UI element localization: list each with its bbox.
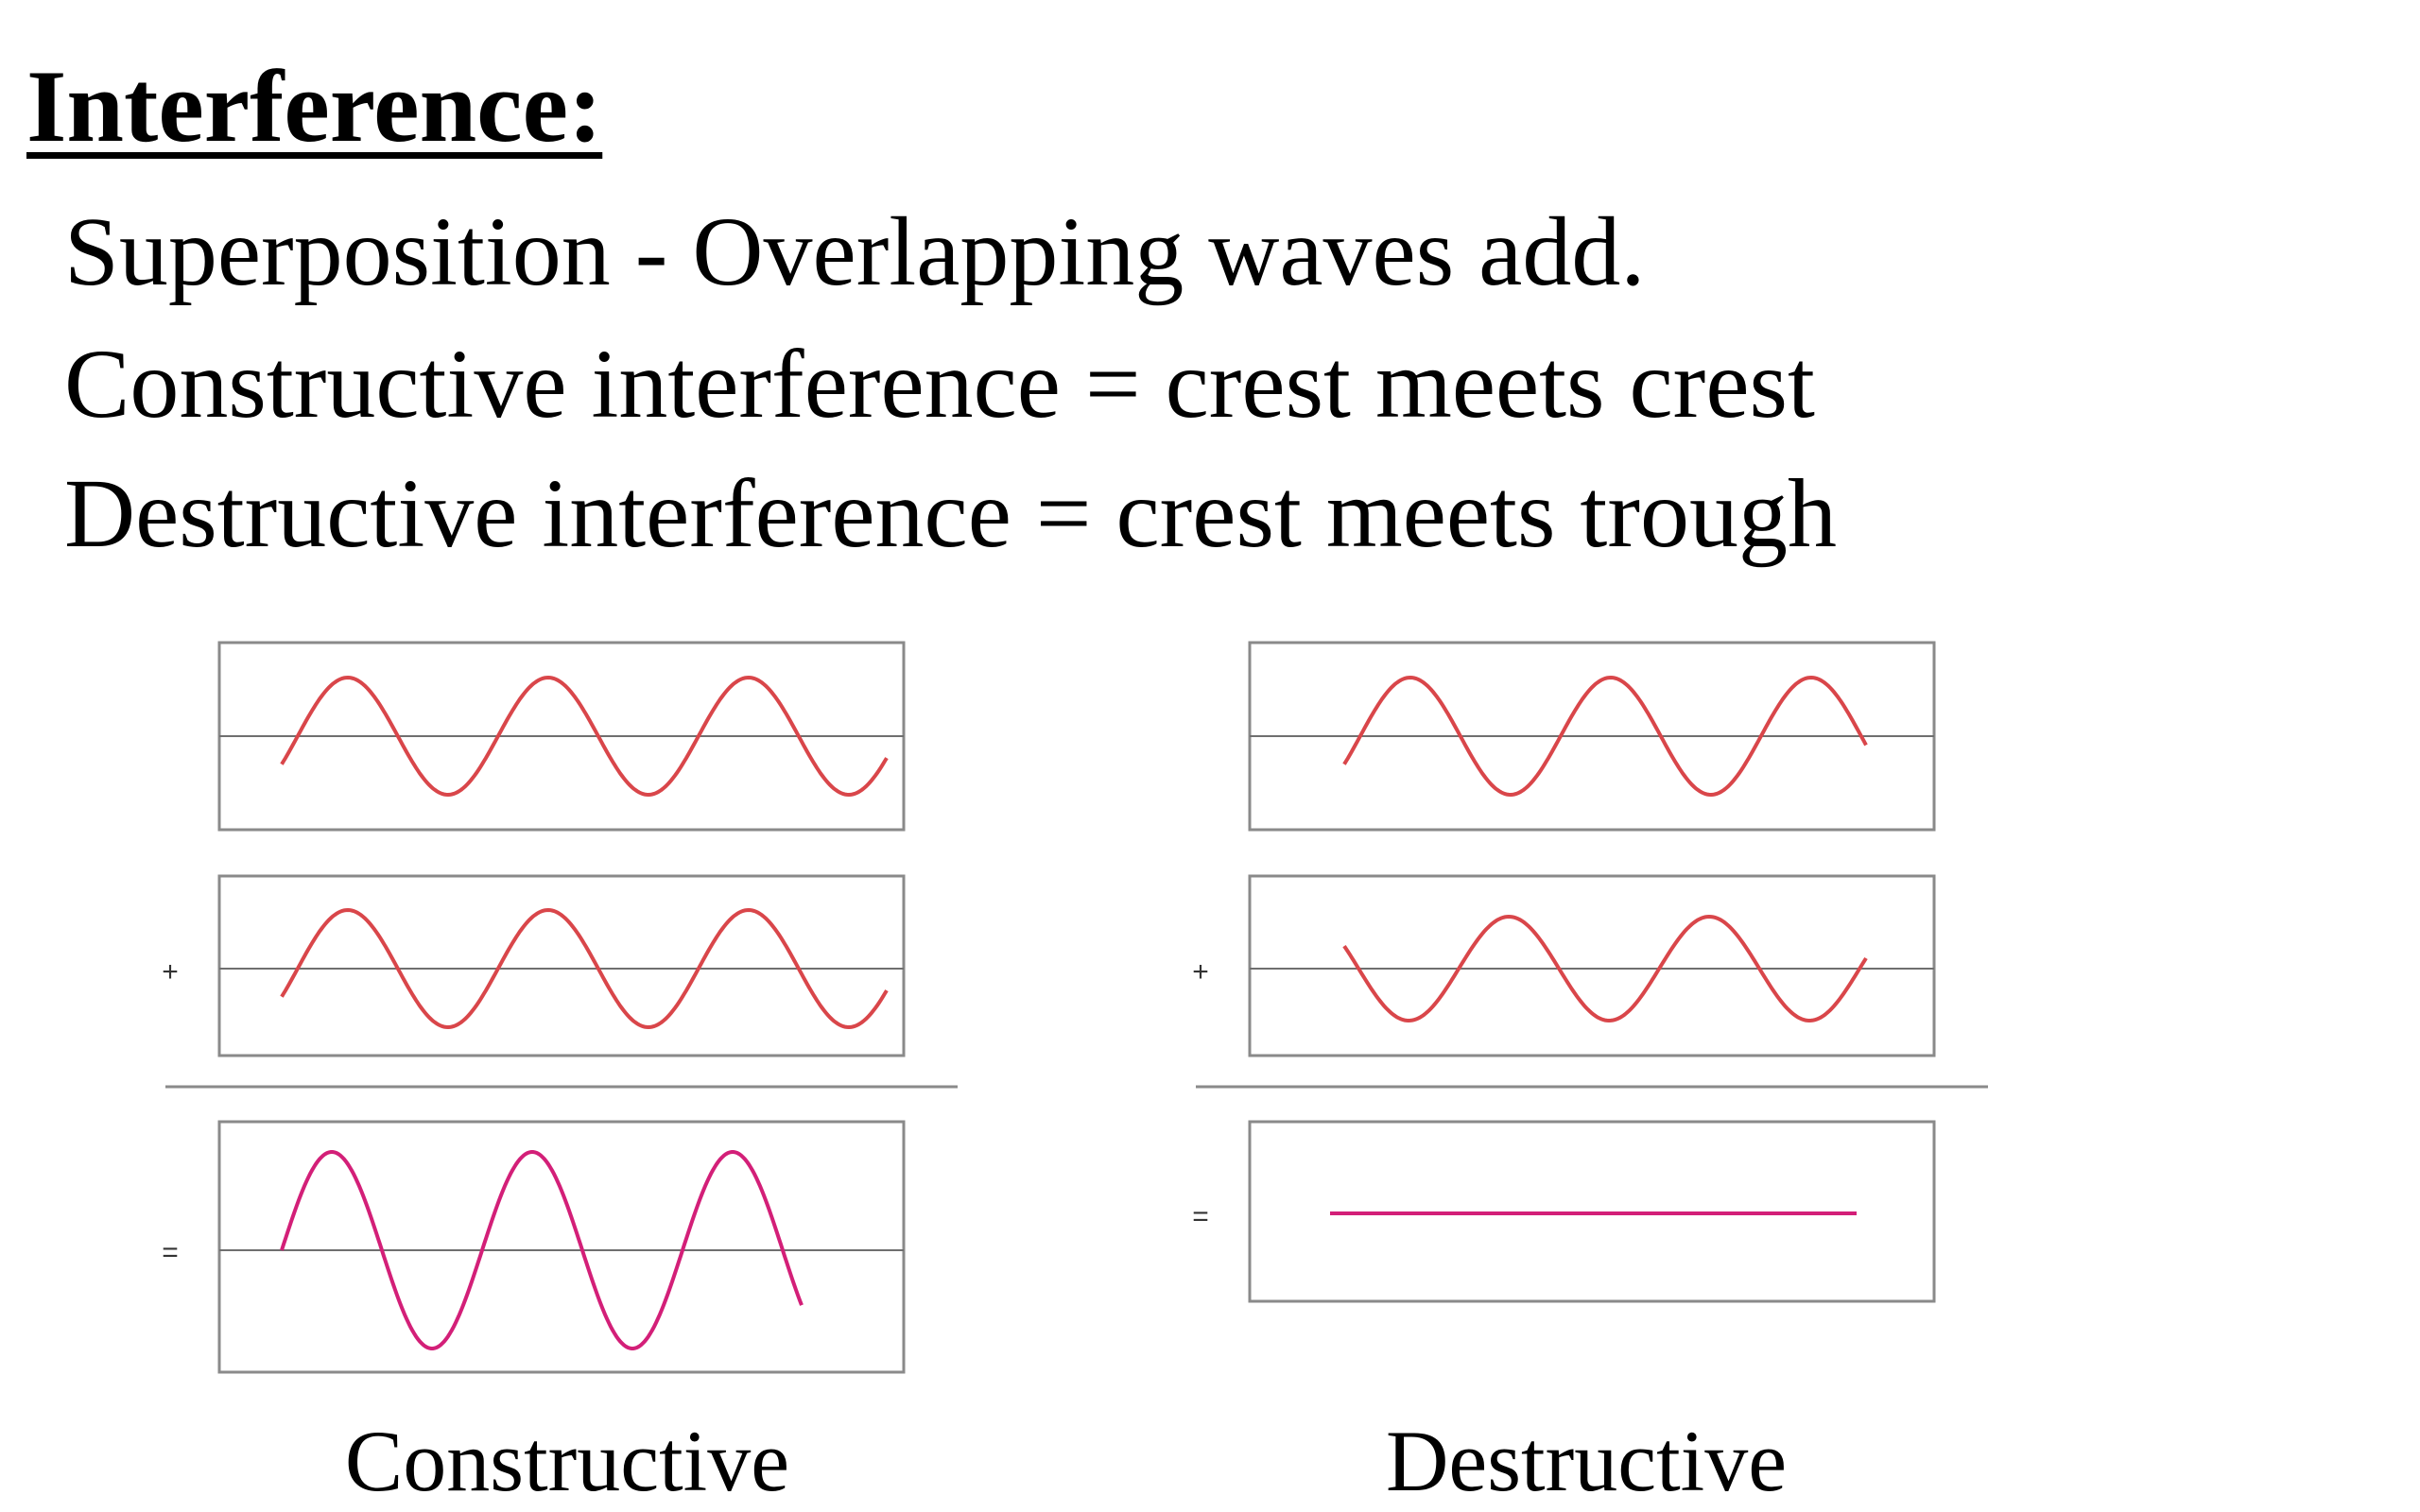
constructive-caption: Constructive: [344, 1413, 790, 1509]
destructive-equals-sign: =: [1192, 1201, 1209, 1232]
constructive-wave2-frame: [217, 874, 906, 1057]
constructive-wave1: [280, 675, 889, 798]
destructive-plus-sign: +: [1192, 956, 1209, 988]
page-title: Interference:: [26, 49, 603, 163]
destructive-caption: Destructive: [1385, 1413, 1788, 1509]
destructive-result-frame: [1248, 1120, 1936, 1303]
superposition-text: Superposition - Overlapping waves add.: [64, 198, 1646, 306]
destructive-wave2: [1342, 914, 1868, 1023]
constructive-column: + =: [162, 641, 958, 1374]
constructive-result-frame: [217, 1120, 906, 1374]
destructive-wave1: [1342, 675, 1868, 798]
destructive-definition: Destructive interference = crest meets t…: [64, 459, 1837, 568]
constructive-plus-sign: +: [162, 956, 179, 988]
constructive-equals-sign: =: [162, 1237, 179, 1268]
destructive-wave2-frame: [1248, 874, 1936, 1057]
constructive-wave2: [280, 907, 889, 1030]
destructive-column: + =: [1192, 641, 1988, 1303]
constructive-result-wave: [280, 1150, 804, 1350]
constructive-definition: Constructive interference = crest meets …: [64, 330, 1815, 438]
